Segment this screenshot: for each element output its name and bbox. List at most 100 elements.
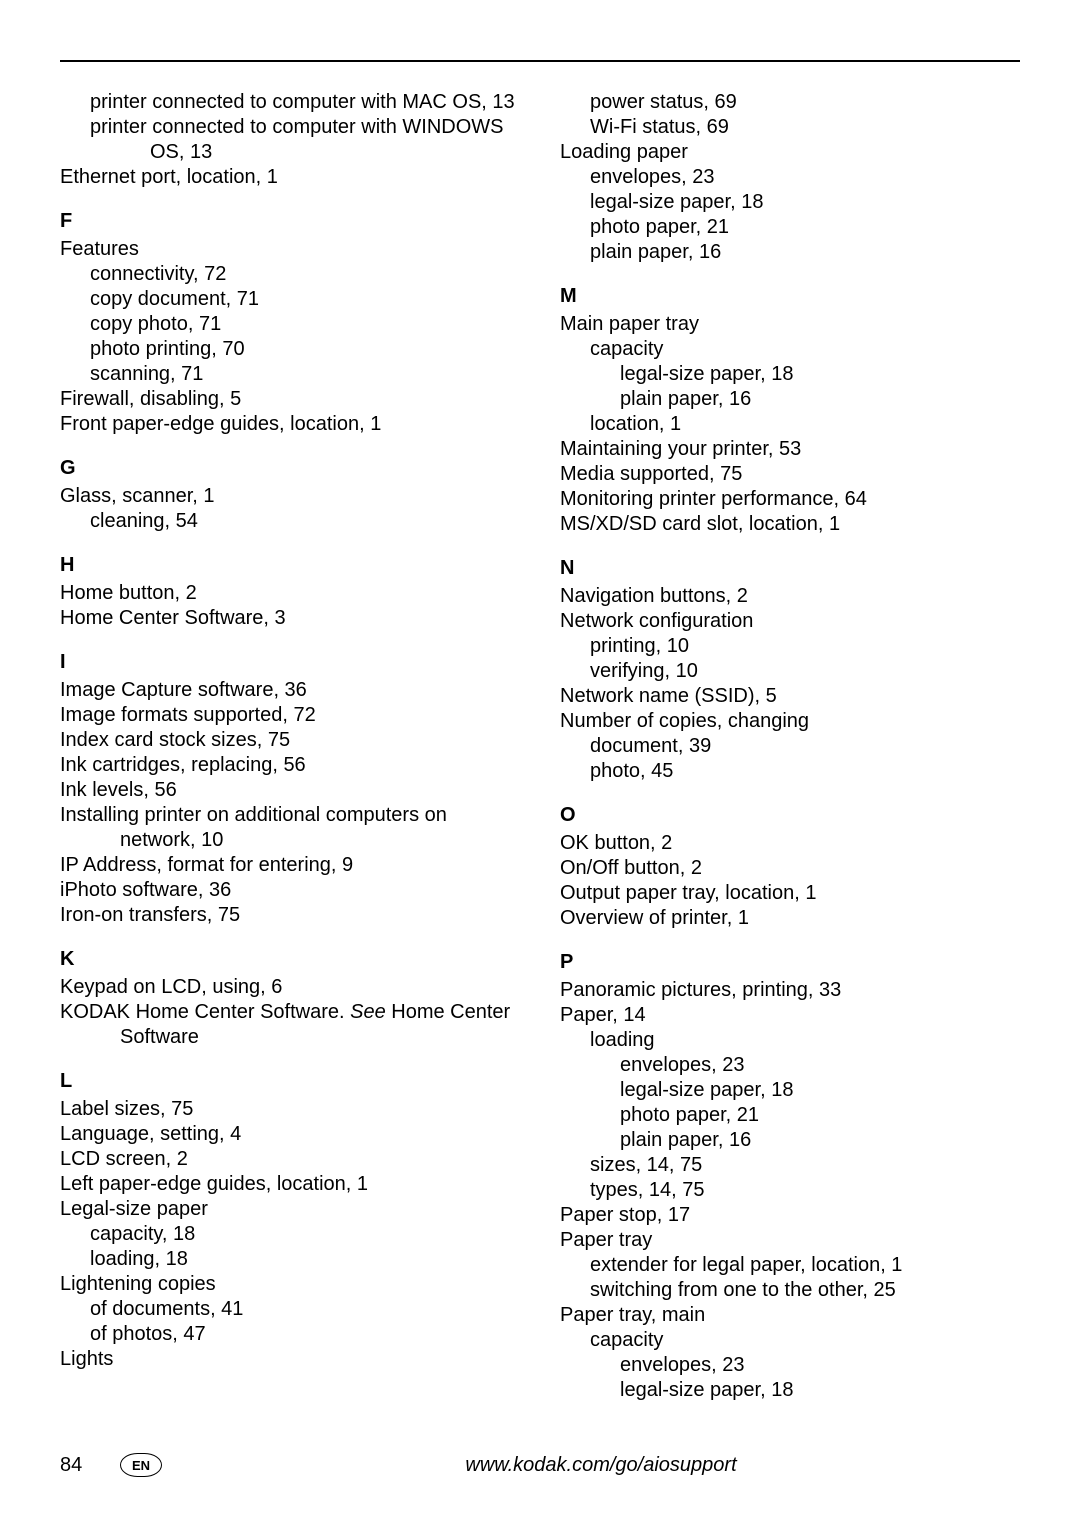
index-entry[interactable]: scanning, 71: [60, 362, 520, 387]
index-entry[interactable]: Network configuration: [560, 609, 1020, 634]
index-entry[interactable]: Monitoring printer performance, 64: [560, 487, 1020, 512]
index-entry[interactable]: document, 39: [560, 734, 1020, 759]
index-entry[interactable]: Main paper tray: [560, 312, 1020, 337]
index-entry[interactable]: Label sizes, 75: [60, 1097, 520, 1122]
index-entry[interactable]: plain paper, 16: [560, 240, 1020, 265]
index-entry[interactable]: sizes, 14, 75: [560, 1153, 1020, 1178]
index-entry[interactable]: location, 1: [560, 412, 1020, 437]
index-entry[interactable]: Iron-on transfers, 75: [60, 903, 520, 928]
index-entry[interactable]: legal-size paper, 18: [560, 362, 1020, 387]
index-entry[interactable]: capacity: [560, 1328, 1020, 1353]
index-entry[interactable]: Firewall, disabling, 5: [60, 387, 520, 412]
index-entry[interactable]: IP Address, format for entering, 9: [60, 853, 520, 878]
index-entry[interactable]: Index card stock sizes, 75: [60, 728, 520, 753]
index-entry[interactable]: extender for legal paper, location, 1: [560, 1253, 1020, 1278]
index-entry[interactable]: legal-size paper, 18: [560, 1378, 1020, 1403]
index-entry[interactable]: of documents, 41: [60, 1297, 520, 1322]
index-entry[interactable]: Language, setting, 4: [60, 1122, 520, 1147]
index-entry[interactable]: photo, 45: [560, 759, 1020, 784]
index-entry[interactable]: Ink cartridges, replacing, 56: [60, 753, 520, 778]
page-footer: 84 EN www.kodak.com/go/aiosupport: [60, 1453, 1020, 1477]
index-entry[interactable]: Image formats supported, 72: [60, 703, 520, 728]
index-entry[interactable]: power status, 69: [560, 90, 1020, 115]
index-entry[interactable]: loading, 18: [60, 1247, 520, 1272]
index-entry[interactable]: switching from one to the other, 25: [560, 1278, 1020, 1303]
index-entry[interactable]: types, 14, 75: [560, 1178, 1020, 1203]
index-entry[interactable]: Media supported, 75: [560, 462, 1020, 487]
index-entry[interactable]: Overview of printer, 1: [560, 906, 1020, 931]
index-entry[interactable]: Network name (SSID), 5: [560, 684, 1020, 709]
index-entry[interactable]: Output paper tray, location, 1: [560, 881, 1020, 906]
section-letter: M: [560, 285, 1020, 308]
index-entry[interactable]: of photos, 47: [60, 1322, 520, 1347]
index-entry[interactable]: Image Capture software, 36: [60, 678, 520, 703]
index-entry[interactable]: On/Off button, 2: [560, 856, 1020, 881]
index-entry[interactable]: legal-size paper, 18: [560, 1078, 1020, 1103]
index-entry[interactable]: Paper, 14: [560, 1003, 1020, 1028]
index-entry[interactable]: copy document, 71: [60, 287, 520, 312]
page-number: 84: [60, 1454, 120, 1477]
index-entry[interactable]: Keypad on LCD, using, 6: [60, 975, 520, 1000]
index-entry[interactable]: Paper tray: [560, 1228, 1020, 1253]
index-entry[interactable]: connectivity, 72: [60, 262, 520, 287]
section-letter: H: [60, 554, 520, 577]
index-entry[interactable]: Home Center Software, 3: [60, 606, 520, 631]
index-entry[interactable]: Glass, scanner, 1: [60, 484, 520, 509]
index-entry[interactable]: Left paper-edge guides, location, 1: [60, 1172, 520, 1197]
index-entry[interactable]: copy photo, 71: [60, 312, 520, 337]
index-entry[interactable]: photo paper, 21: [560, 215, 1020, 240]
top-rule: [60, 60, 1020, 62]
index-entry[interactable]: Installing printer on additional compute…: [60, 803, 520, 853]
index-entry[interactable]: printer connected to computer with WINDO…: [60, 115, 520, 165]
index-column-left: printer connected to computer with MAC O…: [60, 90, 540, 1403]
index-entry[interactable]: Number of copies, changing: [560, 709, 1020, 734]
index-entry[interactable]: photo printing, 70: [60, 337, 520, 362]
index-entry[interactable]: Ink levels, 56: [60, 778, 520, 803]
index-entry[interactable]: Lights: [60, 1347, 520, 1372]
index-entry[interactable]: Loading paper: [560, 140, 1020, 165]
index-entry[interactable]: photo paper, 21: [560, 1103, 1020, 1128]
index-entry[interactable]: loading: [560, 1028, 1020, 1053]
index-entry[interactable]: envelopes, 23: [560, 1353, 1020, 1378]
index-entry[interactable]: Home button, 2: [60, 581, 520, 606]
index-entry[interactable]: plain paper, 16: [560, 387, 1020, 412]
index-entry[interactable]: verifying, 10: [560, 659, 1020, 684]
index-entry[interactable]: Features: [60, 237, 520, 262]
index-entry[interactable]: envelopes, 23: [560, 1053, 1020, 1078]
section-letter: F: [60, 210, 520, 233]
section-letter: N: [560, 557, 1020, 580]
index-entry[interactable]: printer connected to computer with MAC O…: [60, 90, 520, 115]
index-entry[interactable]: plain paper, 16: [560, 1128, 1020, 1153]
index-entry[interactable]: Panoramic pictures, printing, 33: [560, 978, 1020, 1003]
index-entry[interactable]: capacity: [560, 337, 1020, 362]
index-entry[interactable]: OK button, 2: [560, 831, 1020, 856]
index-entry[interactable]: printing, 10: [560, 634, 1020, 659]
index-entry[interactable]: envelopes, 23: [560, 165, 1020, 190]
index-entry[interactable]: Paper tray, main: [560, 1303, 1020, 1328]
index-entry[interactable]: Lightening copies: [60, 1272, 520, 1297]
footer-url: www.kodak.com/go/aiosupport: [182, 1454, 1020, 1477]
index-entry[interactable]: KODAK Home Center Software. See Home Cen…: [60, 1000, 520, 1050]
section-letter: P: [560, 951, 1020, 974]
index-entry[interactable]: LCD screen, 2: [60, 1147, 520, 1172]
index-entry[interactable]: MS/XD/SD card slot, location, 1: [560, 512, 1020, 537]
language-badge: EN: [120, 1453, 162, 1477]
index-entry[interactable]: Navigation buttons, 2: [560, 584, 1020, 609]
index-columns: printer connected to computer with MAC O…: [60, 90, 1020, 1403]
index-column-right: power status, 69Wi-Fi status, 69Loading …: [540, 90, 1020, 1403]
index-entry[interactable]: Wi-Fi status, 69: [560, 115, 1020, 140]
index-entry[interactable]: iPhoto software, 36: [60, 878, 520, 903]
index-entry[interactable]: Ethernet port, location, 1: [60, 165, 520, 190]
index-entry[interactable]: Front paper-edge guides, location, 1: [60, 412, 520, 437]
index-entry[interactable]: capacity, 18: [60, 1222, 520, 1247]
section-letter: I: [60, 651, 520, 674]
section-letter: G: [60, 457, 520, 480]
index-entry[interactable]: Paper stop, 17: [560, 1203, 1020, 1228]
index-entry[interactable]: Maintaining your printer, 53: [560, 437, 1020, 462]
index-entry[interactable]: legal-size paper, 18: [560, 190, 1020, 215]
index-entry[interactable]: Legal-size paper: [60, 1197, 520, 1222]
index-entry[interactable]: cleaning, 54: [60, 509, 520, 534]
section-letter: L: [60, 1070, 520, 1093]
section-letter: K: [60, 948, 520, 971]
index-page: printer connected to computer with MAC O…: [0, 0, 1080, 1517]
